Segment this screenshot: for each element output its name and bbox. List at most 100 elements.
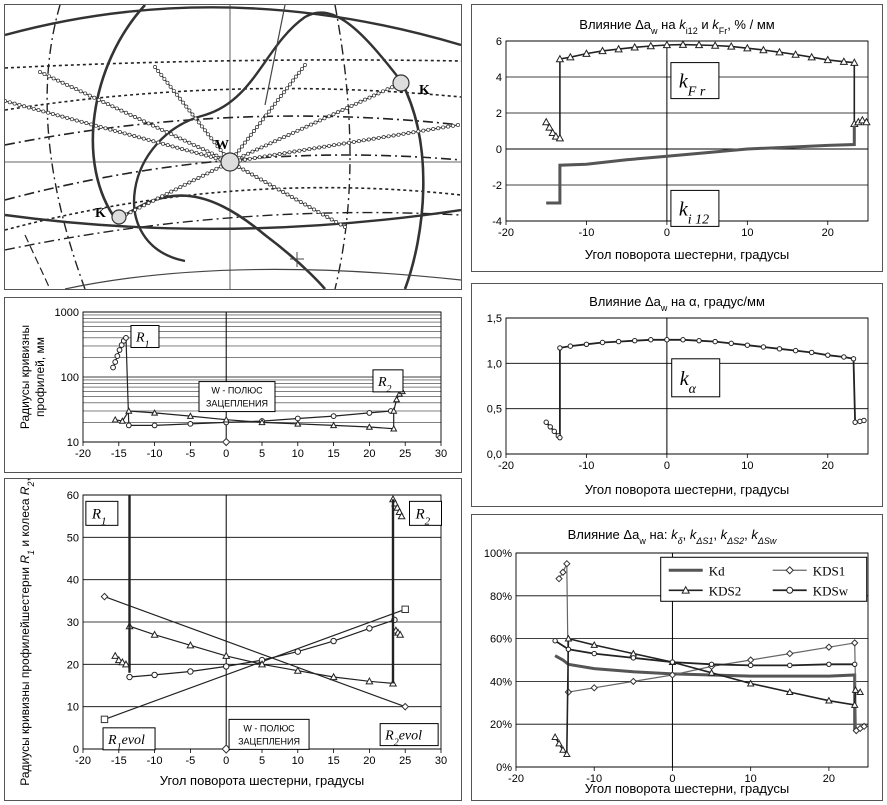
y-tick-label: 0: [73, 744, 79, 756]
contact-node-left: [111, 209, 127, 225]
bead: [96, 97, 101, 102]
bead: [187, 140, 192, 145]
bead: [285, 192, 290, 197]
x-tick-label: -20: [75, 755, 91, 767]
bead: [258, 121, 262, 126]
bead: [5, 99, 7, 103]
y-tick-label: 50: [67, 532, 79, 544]
bead: [36, 108, 41, 113]
chart-kalpha: 0,0 0,5 1,0 1,5 -20 -10 0 10 20 Влияние Δaw на α,…: [487, 294, 869, 497]
bead: [124, 110, 128, 115]
bead: [255, 125, 259, 130]
y-tick-label: 4: [496, 72, 502, 84]
bead: [175, 145, 180, 150]
bead: [313, 120, 318, 125]
bead: [181, 100, 186, 105]
bead: [12, 101, 17, 106]
data-point: [563, 559, 571, 568]
bead: [164, 191, 169, 196]
bead: [105, 102, 110, 107]
series-line: [112, 336, 391, 426]
data-point: [785, 688, 794, 695]
bead: [292, 149, 297, 154]
bead: [146, 137, 151, 142]
data-point: [401, 605, 409, 613]
y-tick-label: 2: [496, 108, 502, 120]
bead: [199, 152, 204, 157]
bead: [354, 101, 358, 106]
x-tick-label: 25: [399, 755, 411, 767]
bead: [74, 118, 79, 123]
r1-box: [130, 324, 160, 348]
bead: [246, 136, 250, 141]
data-point: [547, 424, 553, 430]
bead: [254, 175, 259, 179]
bead: [285, 86, 289, 91]
bead: [151, 198, 156, 203]
chart-title: Влияние Δaw на α, градус/мм: [589, 294, 765, 313]
bead: [92, 95, 97, 100]
bead: [351, 139, 356, 144]
bead: [340, 108, 345, 112]
bead: [137, 117, 142, 122]
bead: [178, 96, 182, 101]
profile-right: [399, 80, 425, 289]
legend-marker: [681, 585, 691, 594]
bead: [184, 148, 189, 153]
box-kalpha-label: kα: [680, 368, 697, 397]
data-point: [548, 128, 557, 137]
pole-point: [221, 437, 231, 447]
data-point: [123, 334, 129, 341]
bead: [334, 220, 339, 224]
y-tick-label: 6: [496, 36, 502, 48]
x-tick-label: 25: [399, 448, 411, 460]
chart-kfr-panel: -4 -2 0 2 4 6 -20 -10 0 10 20 Влияние Δaw на ki12 и…: [471, 4, 883, 272]
bead: [74, 87, 79, 92]
bead: [322, 116, 327, 121]
bead: [294, 197, 299, 202]
bead: [259, 177, 263, 182]
y-tick-label: 0: [496, 144, 502, 156]
r1evol-box: [102, 727, 156, 751]
x-tick-label: 10: [741, 227, 753, 239]
bead: [146, 121, 151, 126]
chart-share-panel: 0% 20% 40% 60% 80% 100% -20 -10 0 10 20 Влияние Δaw…: [471, 514, 883, 801]
bead: [94, 123, 98, 128]
data-point: [258, 418, 266, 426]
bead: [291, 130, 295, 135]
dotted-arc-upper: [5, 87, 461, 111]
data-point: [126, 673, 133, 681]
bead: [209, 151, 214, 156]
meshing-diagram-panel: W K K: [4, 4, 462, 290]
chart-radii-log-panel: 10 100 1000 -20 -15 -10 -5 0 5 10 15 20 25 30 Радиусы …: [4, 297, 462, 473]
x-tick-label: -15: [111, 755, 127, 767]
bead: [347, 140, 351, 145]
line-of-action-group: [5, 63, 460, 229]
dashdot-arc-low: [5, 154, 461, 201]
bead: [31, 106, 36, 111]
dotted-arc-lower: [5, 186, 461, 231]
bead: [249, 132, 253, 137]
bead: [327, 143, 332, 148]
bead: [142, 119, 146, 124]
bead: [337, 142, 341, 147]
x-tick-label: 20: [363, 755, 375, 767]
data-point: [564, 634, 573, 642]
data-point: [808, 349, 815, 356]
data-point: [187, 421, 194, 427]
y-tick-label: 0%: [496, 762, 512, 774]
bead: [246, 151, 250, 156]
bead: [277, 152, 282, 156]
chart-kalpha-panel: 0,0 0,5 1,0 1,5 -20 -10 0 10 20 Влияние Δaw на α,…: [471, 283, 883, 507]
data-point: [746, 656, 755, 664]
bead: [46, 110, 51, 115]
contact-label-left: K: [95, 206, 106, 221]
box-ki12-label: ki 12: [679, 198, 709, 227]
data-point: [630, 655, 637, 661]
bead: [128, 112, 133, 117]
bead: [243, 140, 247, 145]
chart-radii-linear: 0 10 20 30 40 50 60 -20 -15 -10 -5 0 5 10 15 20 25 30 Ради…: [18, 479, 447, 788]
data-point: [669, 659, 676, 665]
bead: [298, 200, 303, 204]
